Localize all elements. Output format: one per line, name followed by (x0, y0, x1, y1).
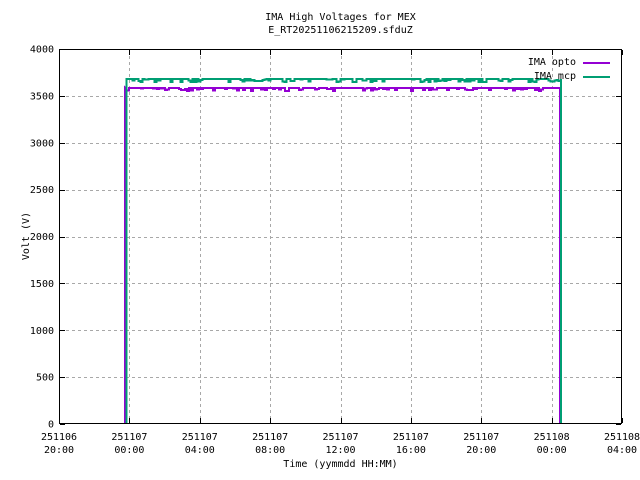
x-tick-label-time: 00:00 (114, 445, 144, 456)
y-tick-label: 0 (48, 420, 54, 431)
x-tick-label-date: 251107 (111, 432, 147, 443)
x-axis-title: Time (yymmdd HH:MM) (283, 459, 398, 470)
y-tick-label: 4000 (30, 45, 54, 56)
x-tick-label-date: 251107 (393, 432, 429, 443)
x-tick-label-time: 20:00 (44, 445, 74, 456)
x-tick-label-time: 16:00 (396, 445, 426, 456)
y-tick-label: 3500 (30, 91, 54, 102)
x-tick-label-date: 251107 (182, 432, 218, 443)
y-tick-label: 1500 (30, 279, 54, 290)
series-line-ima-mcp (125, 78, 563, 424)
x-tick-label-time: 12:00 (325, 445, 355, 456)
x-tick-label-date: 251107 (322, 432, 358, 443)
x-tick-label-time: 04:00 (607, 445, 637, 456)
y-tick-label: 3000 (30, 138, 54, 149)
legend-line-sample-ima-opto (583, 61, 610, 64)
x-tick-label-date: 251106 (41, 432, 77, 443)
legend-label-ima-opto: IMA opto (527, 57, 576, 68)
legend-label-ima-mcp: IMA mcp (533, 71, 576, 82)
x-tick-label-time: 20:00 (466, 445, 496, 456)
x-tick-label-date: 251107 (252, 432, 288, 443)
y-tick-label: 500 (36, 373, 54, 384)
x-tick-label-date: 251107 (463, 432, 499, 443)
x-tick-label-time: 08:00 (255, 445, 285, 456)
plot-border (59, 49, 622, 424)
x-tick-label-time: 04:00 (185, 445, 215, 456)
x-tick-label-date: 251108 (534, 432, 570, 443)
y-tick-label: 2500 (30, 185, 54, 196)
y-tick-label: 2000 (30, 232, 54, 243)
series-line-ima-opto (123, 84, 562, 424)
legend-line-sample-ima-mcp (583, 75, 610, 78)
legend-entry-ima-opto: IMA opto (528, 56, 610, 69)
x-tick-label-date: 251108 (604, 432, 640, 443)
chart-title: IMA High Voltages for MEX (265, 12, 416, 23)
legend-entry-ima-mcp: IMA mcp (534, 70, 610, 83)
x-tick-label-time: 00:00 (537, 445, 567, 456)
y-tick-label: 1000 (30, 326, 54, 337)
chart-subtitle: E_RT20251106215209.sfduZ (268, 25, 413, 36)
